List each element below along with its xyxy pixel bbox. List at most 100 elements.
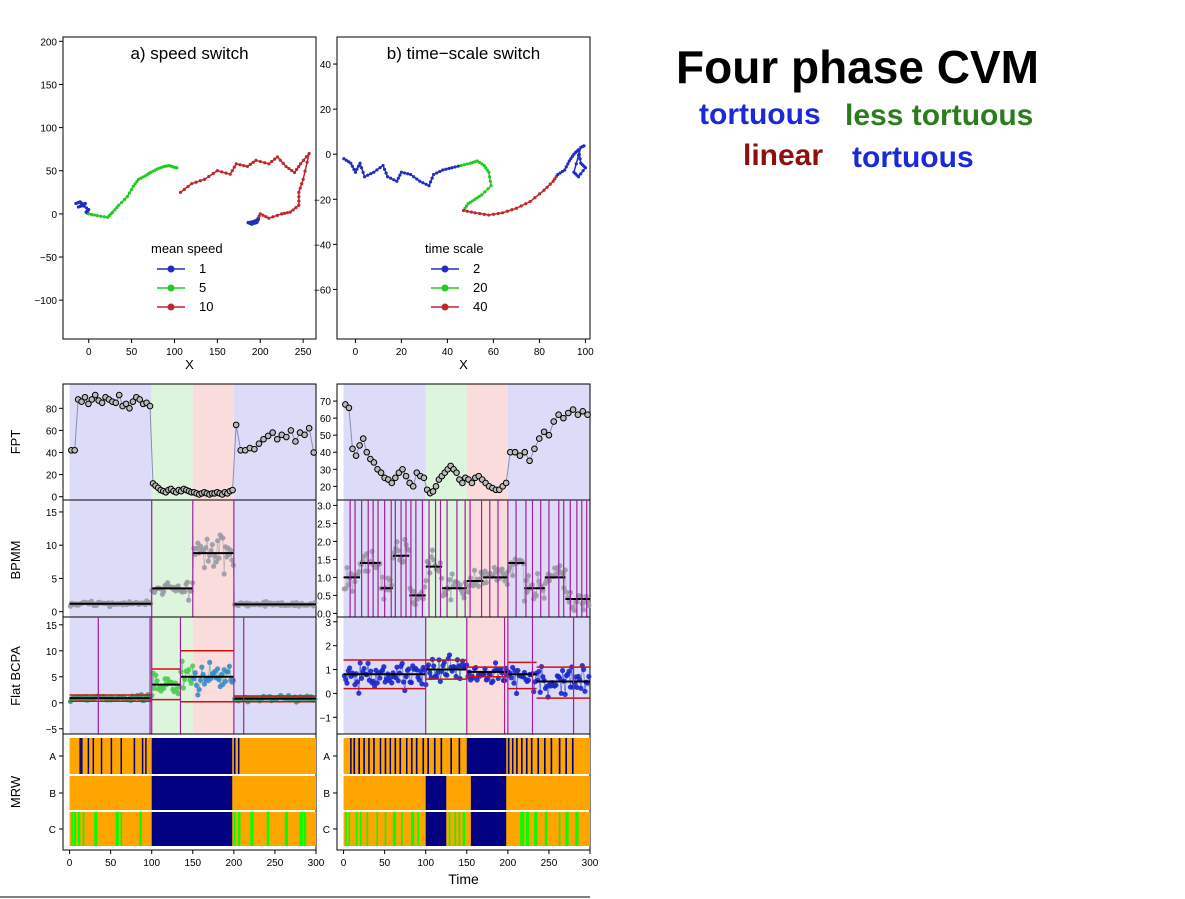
fpt-point xyxy=(85,400,92,408)
state-lime xyxy=(401,812,403,846)
fpt-point xyxy=(98,399,106,407)
track-point xyxy=(375,168,379,172)
state-lime xyxy=(575,812,579,846)
x-axis-label: X xyxy=(185,357,194,372)
track-point xyxy=(228,172,232,176)
bpmm-point xyxy=(369,548,375,554)
fpt-point xyxy=(273,435,281,443)
track-point xyxy=(471,199,475,203)
x-tick-label: 0 xyxy=(67,858,73,869)
legend-marker xyxy=(167,303,175,311)
fpt-point xyxy=(345,404,353,412)
fpt-point xyxy=(229,486,236,494)
fpt-point xyxy=(287,427,295,434)
state-navy xyxy=(353,738,356,774)
state-navy xyxy=(379,738,382,774)
fpt-point xyxy=(545,431,553,439)
track-point xyxy=(444,167,448,171)
state-navy xyxy=(237,738,240,774)
track-point xyxy=(396,176,400,180)
phase-label-tortuous-1: tortuous xyxy=(699,98,821,131)
track-point xyxy=(131,184,135,188)
track-point xyxy=(290,168,294,173)
y-tick-label: 200 xyxy=(40,37,57,48)
x-tick-label: 100 xyxy=(143,858,160,869)
state-navy xyxy=(233,738,236,774)
track-point xyxy=(489,184,493,188)
fpt-point xyxy=(526,457,533,465)
bcpa-point xyxy=(558,690,564,696)
y-tick-label: 2.5 xyxy=(317,519,331,530)
fpt-point xyxy=(560,414,567,422)
phase-band xyxy=(233,384,316,500)
track-point xyxy=(287,166,291,171)
bpmm-point xyxy=(214,538,221,544)
state-bar-C xyxy=(343,812,590,846)
state-navy xyxy=(433,738,436,774)
fpt-point xyxy=(122,400,130,408)
track-point xyxy=(238,163,242,167)
track-point xyxy=(533,196,537,200)
x-tick-label: 50 xyxy=(379,858,391,869)
track-point xyxy=(461,208,466,213)
y-tick-label: 0.0 xyxy=(317,609,331,620)
track-point xyxy=(224,171,228,175)
track-point xyxy=(424,182,428,186)
bcpa-point xyxy=(490,678,496,684)
bcpa-point xyxy=(525,677,531,683)
state-navy xyxy=(350,738,352,774)
track-point xyxy=(477,194,482,198)
fpt-point xyxy=(112,399,120,407)
state-navy xyxy=(145,738,147,774)
bpmm-point xyxy=(507,564,513,570)
state-lime xyxy=(410,812,415,846)
bcpa-point xyxy=(154,678,160,684)
bpmm-point xyxy=(228,547,234,553)
bcpa-point xyxy=(197,677,204,683)
bcpa-point xyxy=(513,690,520,697)
fpt-point xyxy=(521,448,529,456)
track-point xyxy=(386,175,390,179)
track-point xyxy=(356,164,361,168)
bpmm-point xyxy=(400,558,407,565)
bcpa-point xyxy=(216,677,222,683)
track-point xyxy=(117,203,121,207)
fpt-point xyxy=(363,448,371,456)
track-point xyxy=(564,165,568,169)
phase-band xyxy=(69,617,152,734)
bpmm-point xyxy=(429,547,436,553)
phase-band xyxy=(233,617,316,734)
track-point xyxy=(248,162,252,166)
state-lime xyxy=(384,812,387,846)
track-title: a) speed switch xyxy=(130,44,248,63)
bcpa-point xyxy=(492,660,499,666)
track-point xyxy=(267,216,271,220)
state-lime xyxy=(355,812,358,846)
track-point xyxy=(438,169,442,174)
x-tick-label: 80 xyxy=(534,347,546,358)
mrw-row-label: C xyxy=(323,825,330,836)
track-point xyxy=(275,155,280,159)
bpmm-point xyxy=(499,566,505,572)
track-point xyxy=(464,204,469,208)
bpmm-point xyxy=(204,536,210,542)
y-tick-label: 40 xyxy=(320,60,332,71)
y-tick-label: 0 xyxy=(51,493,57,504)
bcpa-point xyxy=(377,675,383,681)
track-point xyxy=(301,177,305,181)
bcpa-point xyxy=(485,676,491,682)
track-point xyxy=(487,175,492,179)
track-point xyxy=(282,211,287,215)
bcpa-point xyxy=(511,680,517,686)
state-lime xyxy=(71,812,73,846)
track-point xyxy=(466,202,470,206)
x-tick-label: 100 xyxy=(166,347,183,358)
bcpa-point xyxy=(474,677,480,683)
phase-label-linear: linear xyxy=(743,139,824,172)
state-lime xyxy=(525,812,530,846)
bcpa-point xyxy=(408,679,415,686)
x-tick-label: 0 xyxy=(341,858,347,869)
y-tick-label: 3.0 xyxy=(317,501,331,512)
phase-band xyxy=(507,384,590,500)
track-point xyxy=(342,157,346,161)
